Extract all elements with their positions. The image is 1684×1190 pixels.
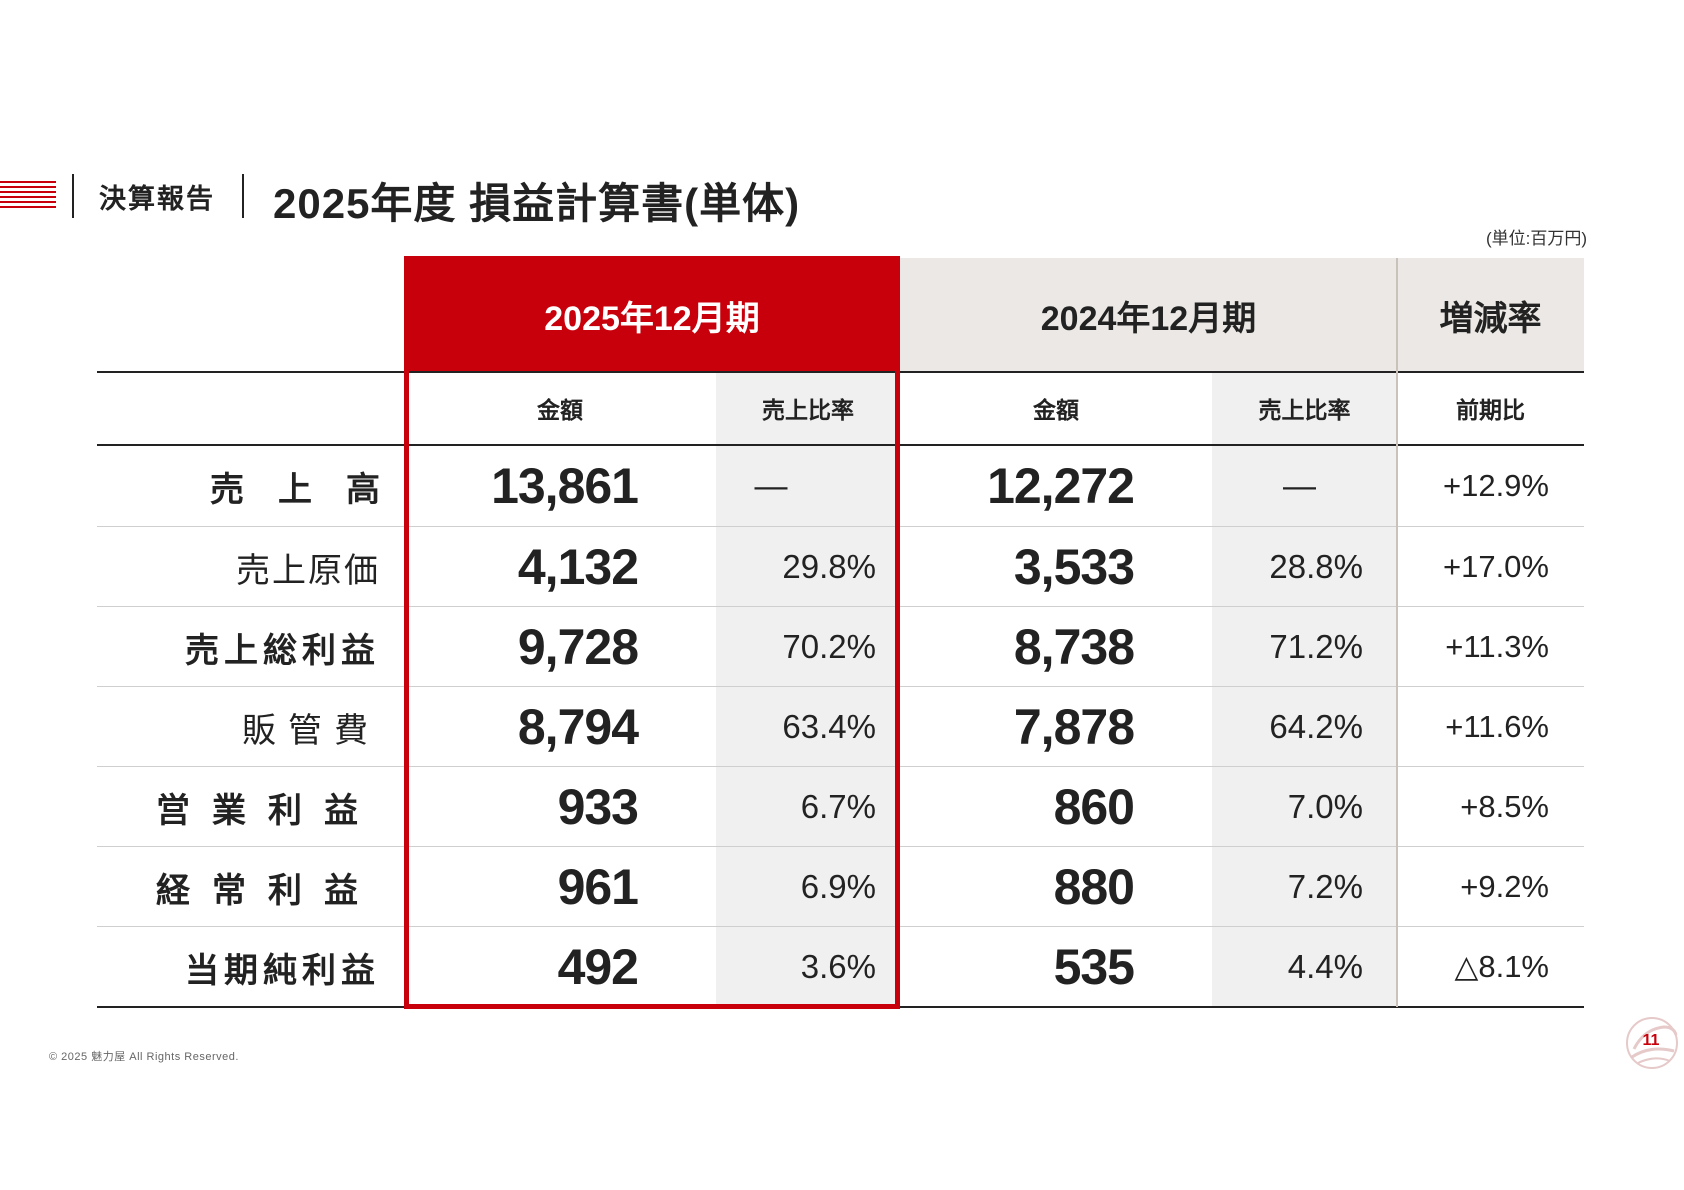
previous-amount: 12,272 xyxy=(987,458,1135,514)
row-label: 営業利益 xyxy=(156,791,380,830)
header-divider xyxy=(242,174,244,218)
column-divider xyxy=(1396,258,1398,1007)
previous-amount: 3,533 xyxy=(1013,539,1135,595)
change-rate: +17.0% xyxy=(1442,549,1549,584)
current-amount: 8,794 xyxy=(517,699,639,755)
previous-ratio: 7.0% xyxy=(1287,788,1363,825)
current-ratio: 6.7% xyxy=(800,788,876,825)
current-amount: 933 xyxy=(557,779,639,835)
change-rate: △8.1% xyxy=(1454,949,1550,984)
section-label: 決算報告 xyxy=(99,184,215,214)
row-label: 売上総利益 xyxy=(185,631,380,670)
current-amount: 961 xyxy=(557,859,639,915)
ratio-column-shade xyxy=(716,372,900,1007)
previous-ratio: 7.2% xyxy=(1287,868,1363,905)
row-divider xyxy=(97,766,1584,767)
decorative-stripes xyxy=(0,181,56,209)
subheader-previous-amount: 金額 xyxy=(1033,397,1079,423)
change-rate: +8.5% xyxy=(1460,789,1549,824)
row-divider xyxy=(97,526,1584,527)
previous-ratio: 71.2% xyxy=(1269,628,1363,665)
column-header-previous-period: 2024年12月期 xyxy=(900,258,1397,372)
previous-amount: 8,738 xyxy=(1013,619,1135,675)
row-divider xyxy=(97,686,1584,687)
previous-amount: 860 xyxy=(1053,779,1135,835)
subheader-current-amount: 金額 xyxy=(537,397,583,423)
row-label: 販管費 xyxy=(242,711,380,750)
ratio-column-shade xyxy=(1212,372,1397,1007)
change-rate: +11.3% xyxy=(1445,629,1549,664)
previous-amount: 535 xyxy=(1053,939,1135,995)
table-rule xyxy=(97,371,1584,373)
current-ratio: 29.8% xyxy=(782,548,876,585)
page-title: 2025年度 損益計算書(単体) xyxy=(273,180,801,227)
current-amount: 4,132 xyxy=(517,539,639,595)
column-header-change-rate: 増減率 xyxy=(1397,258,1584,372)
subheader-previous-ratio: 売上比率 xyxy=(1258,397,1351,423)
row-label: 経常利益 xyxy=(156,871,380,910)
header-divider xyxy=(72,174,74,218)
change-rate: +9.2% xyxy=(1460,869,1549,904)
row-divider xyxy=(97,846,1584,847)
unit-note: (単位:百万円) xyxy=(1485,229,1587,248)
column-header-current-period: 2025年12月期 xyxy=(404,258,900,372)
copyright-text: © 2025 魅力屋 All Rights Reserved. xyxy=(49,1051,239,1063)
subheader-current-ratio: 売上比率 xyxy=(762,397,854,423)
current-period-highlight-frame xyxy=(404,256,900,1009)
row-label: 当期純利益 xyxy=(185,951,380,990)
current-ratio: — xyxy=(754,467,788,504)
current-amount: 13,861 xyxy=(491,458,639,514)
subheader-change: 前期比 xyxy=(1456,397,1525,423)
current-amount: 492 xyxy=(557,939,639,995)
current-ratio: 70.2% xyxy=(782,628,876,665)
row-label: 売上原価 xyxy=(236,551,380,590)
previous-ratio: 28.8% xyxy=(1269,548,1363,585)
current-amount: 9,728 xyxy=(517,619,639,675)
row-divider xyxy=(97,926,1584,927)
row-divider xyxy=(97,606,1584,607)
previous-amount: 880 xyxy=(1053,859,1135,915)
change-rate: +11.6% xyxy=(1445,709,1549,744)
current-ratio: 3.6% xyxy=(800,948,876,985)
row-label: 売 上 高 xyxy=(210,470,380,509)
previous-ratio: — xyxy=(1283,467,1316,504)
current-ratio: 6.9% xyxy=(800,868,876,905)
table-rule xyxy=(97,444,1584,446)
page-number: 11 xyxy=(1642,1032,1660,1049)
current-ratio: 63.4% xyxy=(782,708,876,745)
change-rate: +12.9% xyxy=(1442,468,1549,503)
previous-ratio: 64.2% xyxy=(1269,708,1363,745)
previous-ratio: 4.4% xyxy=(1287,948,1363,985)
company-logo-icon xyxy=(1626,1017,1678,1069)
previous-amount: 7,878 xyxy=(1013,699,1135,755)
